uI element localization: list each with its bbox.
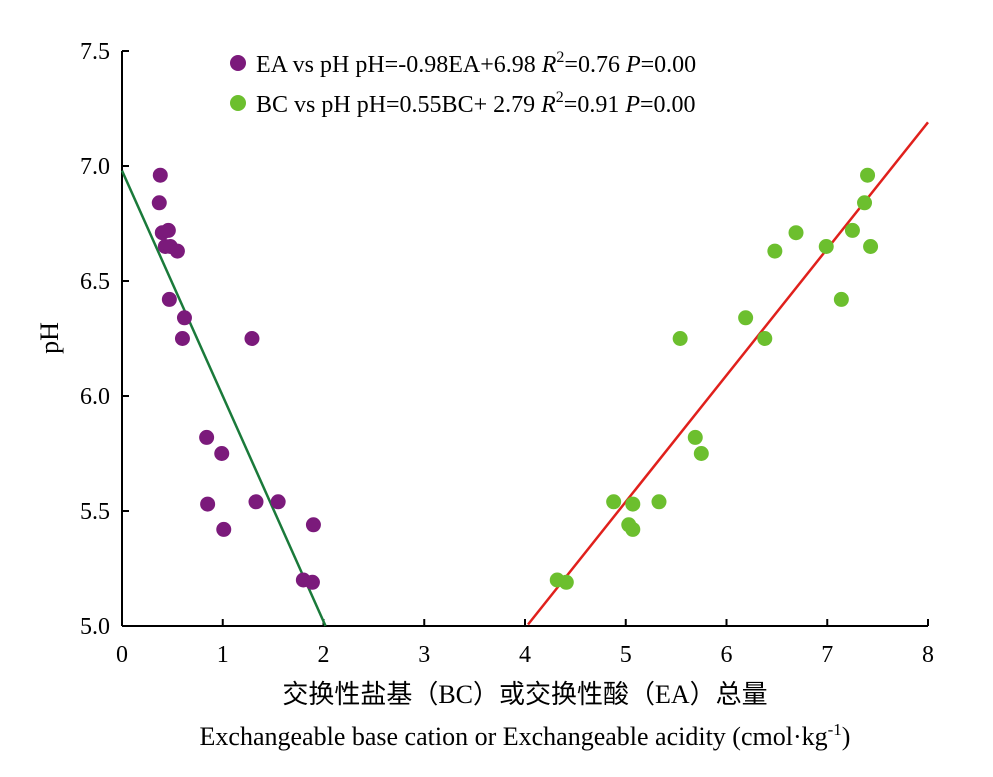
legend-marker-bc [230, 95, 246, 111]
legend-ea-r-value: =0.76 [564, 52, 626, 78]
data-point-ea [216, 521, 232, 537]
legend-ea-r: R [541, 52, 557, 78]
x-axis-label-english-main: Exchangeable base cation or Exchangeable… [200, 722, 828, 751]
y-axis-label: pH [35, 322, 64, 354]
data-points [151, 167, 879, 590]
y-tick-label: 5.5 [80, 499, 110, 525]
legend-marker-ea [230, 55, 246, 71]
y-tick-label: 6.5 [80, 269, 110, 295]
data-point-ea [305, 517, 321, 533]
data-point-ea [151, 195, 167, 211]
fit-lines [120, 121, 929, 627]
legend-entry-ea: EA vs pH pH=-0.98EA+6.98 R2=0.76 P=0.00 [230, 49, 696, 78]
data-point-bc [818, 239, 834, 254]
x-axis-label-chinese: 交换性盐基（BC）或交换性酸（EA）总量 [282, 680, 767, 709]
y-tick-label: 6.0 [80, 384, 110, 410]
legend-ea-equation: pH=-0.98EA+6.98 [349, 52, 541, 78]
data-point-bc [651, 494, 667, 510]
data-point-bc [860, 167, 876, 183]
fit-line-ea [120, 170, 327, 627]
data-point-ea [161, 291, 177, 307]
data-point-bc [833, 291, 849, 307]
x-tick-label: 5 [620, 642, 632, 668]
legend-entry-bc: BC vs pH pH=0.55BC+ 2.79 R2=0.91 P=0.00 [230, 89, 696, 118]
data-point-bc [687, 429, 703, 445]
y-tick-label: 7.0 [80, 154, 110, 180]
axes: 0 1 2 3 4 5 6 7 8 5.0 5.5 6.0 6.5 7.0 7.5 [80, 39, 934, 668]
data-point-bc [625, 521, 641, 537]
data-point-ea [200, 496, 216, 512]
x-axis-label-english: Exchangeable base cation or Exchangeable… [200, 720, 851, 751]
data-point-bc [693, 446, 709, 461]
data-point-ea [176, 310, 192, 326]
x-tick-label: 2 [318, 642, 330, 668]
data-point-ea [270, 494, 286, 510]
legend-bc-p: P [624, 92, 640, 118]
data-point-bc [672, 331, 688, 346]
data-point-ea [199, 429, 215, 445]
data-point-bc [558, 574, 574, 590]
x-tick-label: 3 [418, 642, 430, 668]
x-tick-label: 4 [519, 642, 531, 668]
x-axis-label-english-close: ) [842, 722, 851, 751]
data-point-bc [606, 494, 622, 510]
legend-ea-p: P [625, 52, 641, 78]
legend-ea-name: EA vs pH [256, 52, 349, 78]
y-tick-label: 7.5 [80, 39, 110, 65]
legend: EA vs pH pH=-0.98EA+6.98 R2=0.76 P=0.00 … [230, 49, 696, 118]
legend-ea-p-value: =0.00 [641, 52, 697, 78]
legend-bc-p-value: =0.00 [640, 92, 696, 118]
legend-bc-r-sup: 2 [556, 89, 564, 106]
data-point-ea [304, 574, 320, 590]
data-point-ea [174, 331, 190, 346]
x-axis-label-unit-sup: -1 [828, 720, 842, 739]
data-point-ea [160, 222, 176, 238]
x-tick-label: 8 [922, 642, 934, 668]
data-point-bc [738, 310, 754, 326]
x-tick-label: 6 [721, 642, 733, 668]
data-point-ea [248, 494, 264, 510]
y-tick-label: 5.0 [80, 614, 110, 640]
data-point-ea [244, 331, 260, 346]
x-tick-label: 0 [116, 642, 128, 668]
data-point-ea [214, 446, 230, 461]
data-point-bc [844, 222, 860, 238]
legend-text-bc: BC vs pH pH=0.55BC+ 2.79 R2=0.91 P=0.00 [256, 89, 696, 118]
data-point-bc [757, 331, 773, 346]
legend-bc-equation: pH=0.55BC+ 2.79 [351, 92, 541, 118]
data-point-ea [152, 167, 168, 183]
x-tick-label: 1 [217, 642, 229, 668]
legend-bc-r: R [540, 92, 556, 118]
x-tick-label: 7 [821, 642, 833, 668]
legend-text-ea: EA vs pH pH=-0.98EA+6.98 R2=0.76 P=0.00 [256, 49, 696, 78]
data-point-bc [863, 239, 879, 254]
data-point-bc [857, 195, 873, 211]
legend-bc-r-value: =0.91 [564, 92, 626, 118]
data-point-bc [625, 496, 641, 512]
data-point-bc [788, 225, 804, 241]
legend-bc-name: BC vs pH [256, 92, 351, 118]
legend-ea-r-sup: 2 [556, 49, 564, 66]
data-point-bc [767, 243, 783, 259]
data-point-ea [169, 243, 185, 259]
